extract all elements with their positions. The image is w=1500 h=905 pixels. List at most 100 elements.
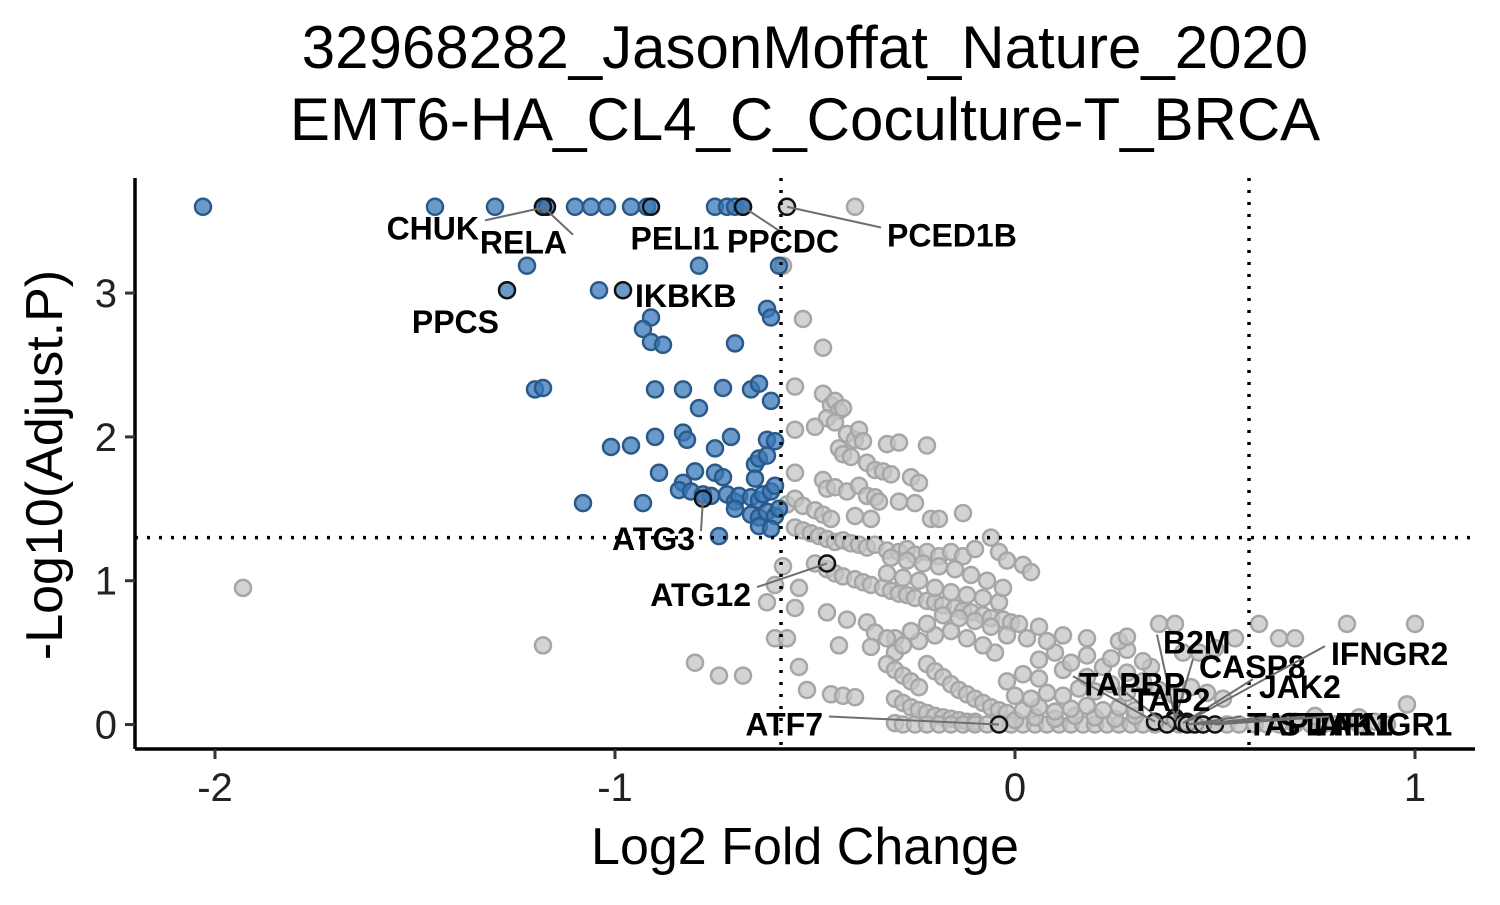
data-point <box>845 506 865 526</box>
data-point <box>1101 649 1121 668</box>
data-point <box>837 610 857 629</box>
label-leader-line <box>542 206 574 236</box>
data-point <box>929 509 949 529</box>
gene-label: PPCDC <box>727 223 839 259</box>
data-point <box>785 463 805 483</box>
data-point <box>725 334 745 353</box>
data-point <box>565 197 585 217</box>
data-point <box>1405 614 1425 634</box>
data-point <box>1149 680 1169 700</box>
data-point <box>805 417 825 437</box>
data-point <box>1305 706 1325 726</box>
highlighted-point <box>641 197 661 217</box>
data-point <box>957 585 977 605</box>
data-point <box>1053 626 1073 645</box>
data-point <box>953 503 973 523</box>
y-tick-label: 0 <box>95 704 117 748</box>
data-point <box>1133 652 1153 671</box>
data-point <box>1045 702 1065 721</box>
gene-label: IKBKB <box>635 278 736 314</box>
data-point <box>685 653 705 672</box>
data-point <box>941 582 961 602</box>
gene-label: ATG12 <box>650 577 751 613</box>
y-axis-title: -Log10(Adjust.P) <box>16 270 74 660</box>
data-point <box>965 611 985 631</box>
label-leader-line <box>1182 678 1254 724</box>
data-point <box>917 436 937 455</box>
data-point <box>1117 663 1137 683</box>
data-point <box>1337 614 1357 634</box>
label-leader-line <box>1186 715 1242 726</box>
data-point <box>685 462 705 481</box>
data-point <box>689 256 709 275</box>
data-point <box>1017 629 1037 648</box>
data-point <box>745 469 765 488</box>
data-point <box>901 621 921 641</box>
data-point <box>785 420 805 439</box>
data-point <box>653 335 673 355</box>
data-point <box>961 565 981 585</box>
data-point <box>853 431 873 451</box>
data-point <box>965 539 985 559</box>
data-point <box>829 636 849 655</box>
data-point <box>761 519 781 539</box>
data-point <box>1197 683 1217 703</box>
data-point <box>789 657 809 677</box>
data-point <box>993 578 1013 598</box>
data-point <box>1013 664 1033 684</box>
data-point <box>1285 629 1305 648</box>
gene-label: PCED1B <box>887 218 1017 254</box>
gene-label: PPCS <box>412 304 499 340</box>
data-point <box>893 568 913 588</box>
data-point <box>673 380 693 399</box>
label-leader-line <box>1214 715 1330 726</box>
data-point <box>765 476 785 496</box>
data-point <box>533 378 553 398</box>
data-point <box>769 256 789 275</box>
data-point <box>973 636 993 655</box>
gene-label: STAT1 <box>1279 707 1376 743</box>
points-layer <box>193 197 1425 734</box>
gene-label: RELA <box>480 225 567 261</box>
data-point <box>765 575 785 595</box>
data-point <box>1029 617 1049 636</box>
label-leader-line <box>1072 675 1156 723</box>
data-point <box>581 197 601 217</box>
data-point <box>997 551 1017 570</box>
data-point <box>733 666 753 685</box>
label-leader-line <box>1174 658 1194 721</box>
label-leader-line <box>742 205 784 235</box>
data-point <box>709 666 729 685</box>
data-point <box>601 437 621 457</box>
data-point <box>909 571 929 590</box>
data-point <box>909 473 929 493</box>
y-tick-label: 3 <box>95 272 117 316</box>
data-point <box>833 398 853 418</box>
data-point <box>1101 675 1121 694</box>
data-point <box>1325 715 1345 734</box>
data-point <box>1021 689 1041 708</box>
data-point <box>861 509 881 529</box>
y-tick-label: 2 <box>95 416 117 460</box>
data-point <box>1249 614 1269 634</box>
data-point <box>825 413 845 432</box>
data-point <box>785 377 805 396</box>
data-point <box>945 559 965 579</box>
data-point <box>621 197 641 217</box>
data-point <box>689 398 709 418</box>
data-point <box>905 493 925 513</box>
data-point <box>517 256 537 275</box>
data-point <box>773 557 793 576</box>
data-point <box>889 433 909 452</box>
data-point <box>765 431 785 451</box>
data-point <box>633 319 653 339</box>
data-point <box>1061 653 1081 672</box>
data-point <box>713 378 733 398</box>
chart-title-line1: 32968282_JasonMoffat_Nature_2020 <box>302 14 1308 81</box>
data-point <box>193 197 213 217</box>
data-point <box>757 446 777 465</box>
data-point <box>973 588 993 608</box>
data-point <box>533 636 553 655</box>
gene-label: B2M <box>1163 625 1231 661</box>
gene-label: PELI1 <box>631 220 720 256</box>
